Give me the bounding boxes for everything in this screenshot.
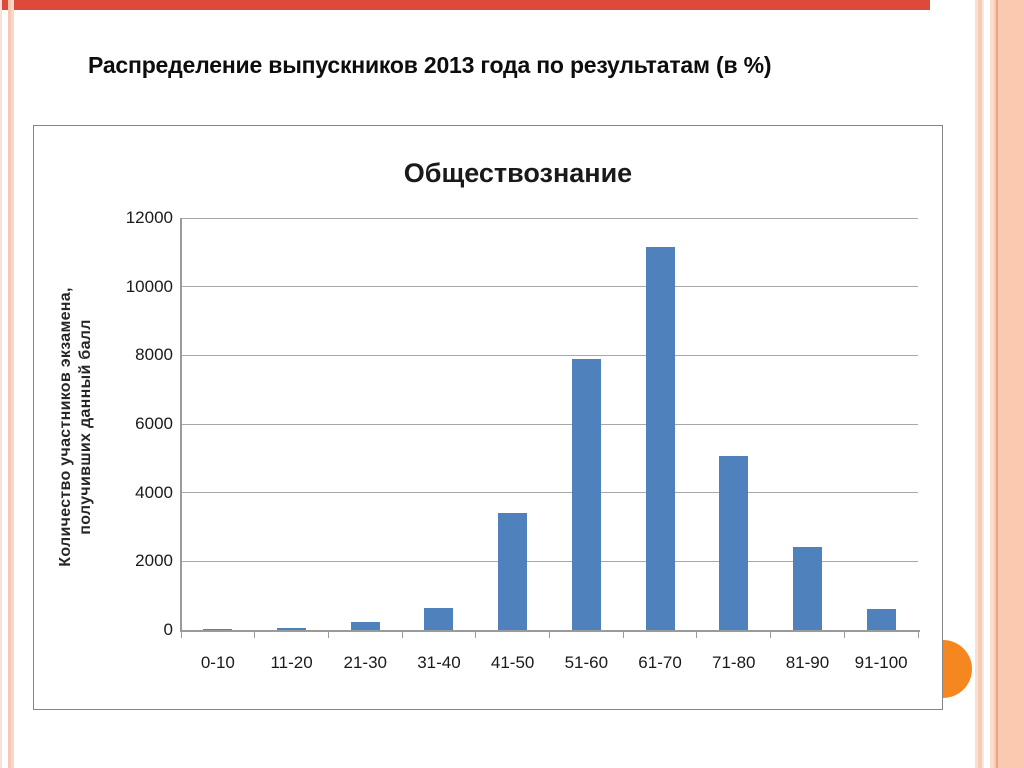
bar-31-40 bbox=[424, 608, 454, 630]
x-tick-mark-8 bbox=[770, 632, 772, 638]
x-tick-mark-9 bbox=[843, 632, 845, 638]
gridline-6000 bbox=[181, 423, 918, 425]
bar-21-30 bbox=[350, 622, 380, 630]
left-border-stripe bbox=[0, 0, 2, 768]
bar-81-90 bbox=[792, 547, 822, 630]
x-tick-mark-4 bbox=[475, 632, 477, 638]
right-border-stripe bbox=[990, 0, 994, 768]
x-tick-label-81-90: 81-90 bbox=[785, 653, 830, 672]
right-border-stripe bbox=[996, 0, 998, 768]
right-border-stripe bbox=[994, 0, 996, 768]
x-tick-mark-10 bbox=[917, 632, 919, 638]
x-tick-mark-7 bbox=[696, 632, 698, 638]
right-border-stripe bbox=[975, 0, 978, 768]
chart-box: Обществознание Количество участников экз… bbox=[33, 125, 943, 710]
right-border-stripe bbox=[982, 0, 984, 768]
bar-61-70 bbox=[645, 247, 675, 630]
gridline-12000 bbox=[181, 217, 918, 219]
right-border-stripe bbox=[978, 0, 982, 768]
left-border-stripe bbox=[11, 0, 14, 768]
plot-area bbox=[181, 217, 918, 630]
y-tick-label-12000: 12000 bbox=[125, 208, 173, 227]
x-tick-mark-3 bbox=[401, 632, 403, 638]
x-tick-label-71-80: 71-80 bbox=[712, 653, 756, 672]
bar-41-50 bbox=[498, 513, 528, 630]
x-tick-mark-6 bbox=[622, 632, 624, 638]
bar-91-100 bbox=[866, 609, 896, 630]
x-tick-mark-0 bbox=[180, 632, 182, 638]
x-tick-label-31-40: 31-40 bbox=[417, 653, 461, 672]
y-axis-line bbox=[180, 218, 182, 632]
x-axis-line bbox=[180, 630, 920, 632]
gridline-4000 bbox=[181, 492, 918, 494]
chart-title: Обществознание bbox=[403, 158, 633, 188]
gridline-2000 bbox=[181, 560, 918, 562]
x-tick-label-91-100: 91-100 bbox=[854, 653, 908, 672]
x-tick-label-11-20: 11-20 bbox=[270, 653, 313, 672]
x-tick-mark-5 bbox=[549, 632, 550, 638]
y-tick-label-2000: 2000 bbox=[135, 551, 173, 571]
x-tick-mark-1 bbox=[254, 632, 256, 638]
gridline-10000 bbox=[181, 286, 918, 288]
x-tick-mark-2 bbox=[327, 632, 329, 638]
right-border-stripe bbox=[998, 0, 1024, 768]
gridline-8000 bbox=[181, 354, 918, 356]
bar-11-20 bbox=[277, 628, 307, 630]
slide-title: Распределение выпускников 2013 года по р… bbox=[88, 52, 772, 78]
x-tick-label-41-50: 41-50 bbox=[490, 653, 535, 672]
y-tick-label-6000: 6000 bbox=[135, 414, 173, 433]
x-tick-label-51-60: 51-60 bbox=[564, 653, 609, 672]
bar-0-10 bbox=[203, 629, 233, 630]
x-tick-label-21-30: 21-30 bbox=[343, 653, 387, 672]
x-tick-label-61-70: 61-70 bbox=[638, 653, 682, 672]
y-tick-label-8000: 8000 bbox=[135, 345, 173, 365]
y-tick-label-4000: 4000 bbox=[135, 482, 173, 502]
chart-canvas: Обществознание Количество участников экз… bbox=[34, 126, 942, 709]
x-tick-label-0-10: 0-10 bbox=[200, 653, 235, 672]
y-tick-label-0: 0 bbox=[163, 620, 173, 639]
bar-71-80 bbox=[719, 456, 749, 630]
bar-51-60 bbox=[571, 359, 601, 630]
left-border-stripe bbox=[8, 0, 11, 768]
slide-top-accent-bar bbox=[0, 0, 930, 10]
y-tick-label-10000: 10000 bbox=[125, 276, 173, 296]
